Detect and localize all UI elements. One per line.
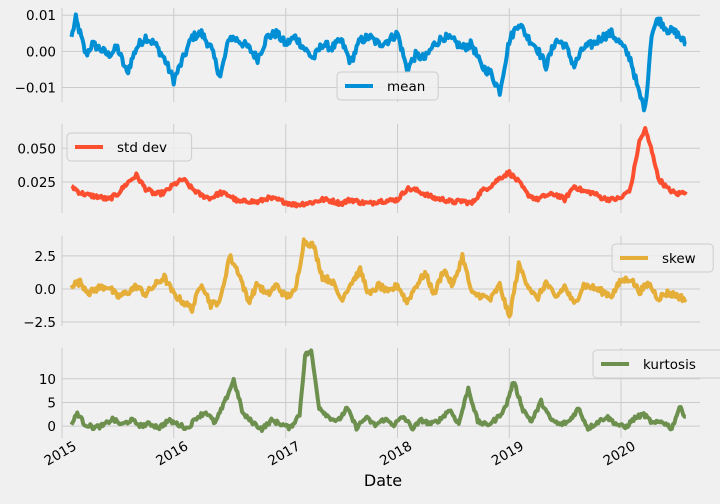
x-tick-label: 2017 bbox=[265, 438, 303, 469]
series-line-mean bbox=[69, 12, 687, 113]
legend: skew bbox=[611, 243, 714, 273]
y-tick-label: 0.0 bbox=[35, 282, 56, 298]
legend-label: skew bbox=[662, 251, 696, 267]
y-tick-label: 2.5 bbox=[35, 249, 56, 265]
y-tick-label: −2.5 bbox=[23, 315, 56, 331]
legend-label: kurtosis bbox=[643, 357, 696, 373]
subplot-4: 10 5 0 kurtosis bbox=[39, 348, 720, 438]
x-tick-label: 2019 bbox=[489, 438, 527, 469]
y-tick-label: 0.050 bbox=[17, 141, 56, 157]
series-line-kurtosis bbox=[69, 348, 687, 433]
legend: mean bbox=[336, 71, 439, 101]
x-axis: 2015 2016 2017 2018 2019 2020 bbox=[42, 438, 639, 469]
legend-frame bbox=[611, 243, 714, 273]
legend: kurtosis bbox=[592, 349, 720, 379]
x-tick-label: 2015 bbox=[42, 438, 80, 469]
x-tick-label: 2018 bbox=[377, 438, 415, 469]
y-tick-label: −0.01 bbox=[15, 81, 56, 97]
x-tick-label: 2020 bbox=[601, 438, 639, 469]
legend-label: std dev bbox=[117, 140, 167, 156]
x-tick-label: 2016 bbox=[153, 438, 191, 469]
subplot-2: 0.050 0.025 std dev bbox=[17, 124, 700, 213]
legend-label: mean bbox=[387, 79, 425, 95]
x-axis-label: Date bbox=[364, 471, 402, 490]
legend-frame bbox=[336, 71, 439, 101]
legend-frame bbox=[592, 349, 720, 379]
subplot-1: 0.01 0.00 −0.01 mean bbox=[15, 8, 700, 113]
series-line-std-dev bbox=[70, 126, 688, 209]
subplot-3: 2.5 0.0 −2.5 skew bbox=[23, 236, 714, 331]
legend: std dev bbox=[66, 132, 193, 162]
y-tick-label: 5 bbox=[47, 395, 56, 411]
y-tick-label: 0.00 bbox=[26, 44, 56, 60]
y-tick-label: 0.01 bbox=[26, 8, 56, 24]
legend-frame bbox=[66, 132, 193, 162]
series-line-skew bbox=[69, 237, 688, 319]
y-tick-label: 0.025 bbox=[17, 175, 56, 191]
y-tick-label: 0 bbox=[47, 419, 56, 435]
y-tick-label: 10 bbox=[39, 372, 56, 388]
